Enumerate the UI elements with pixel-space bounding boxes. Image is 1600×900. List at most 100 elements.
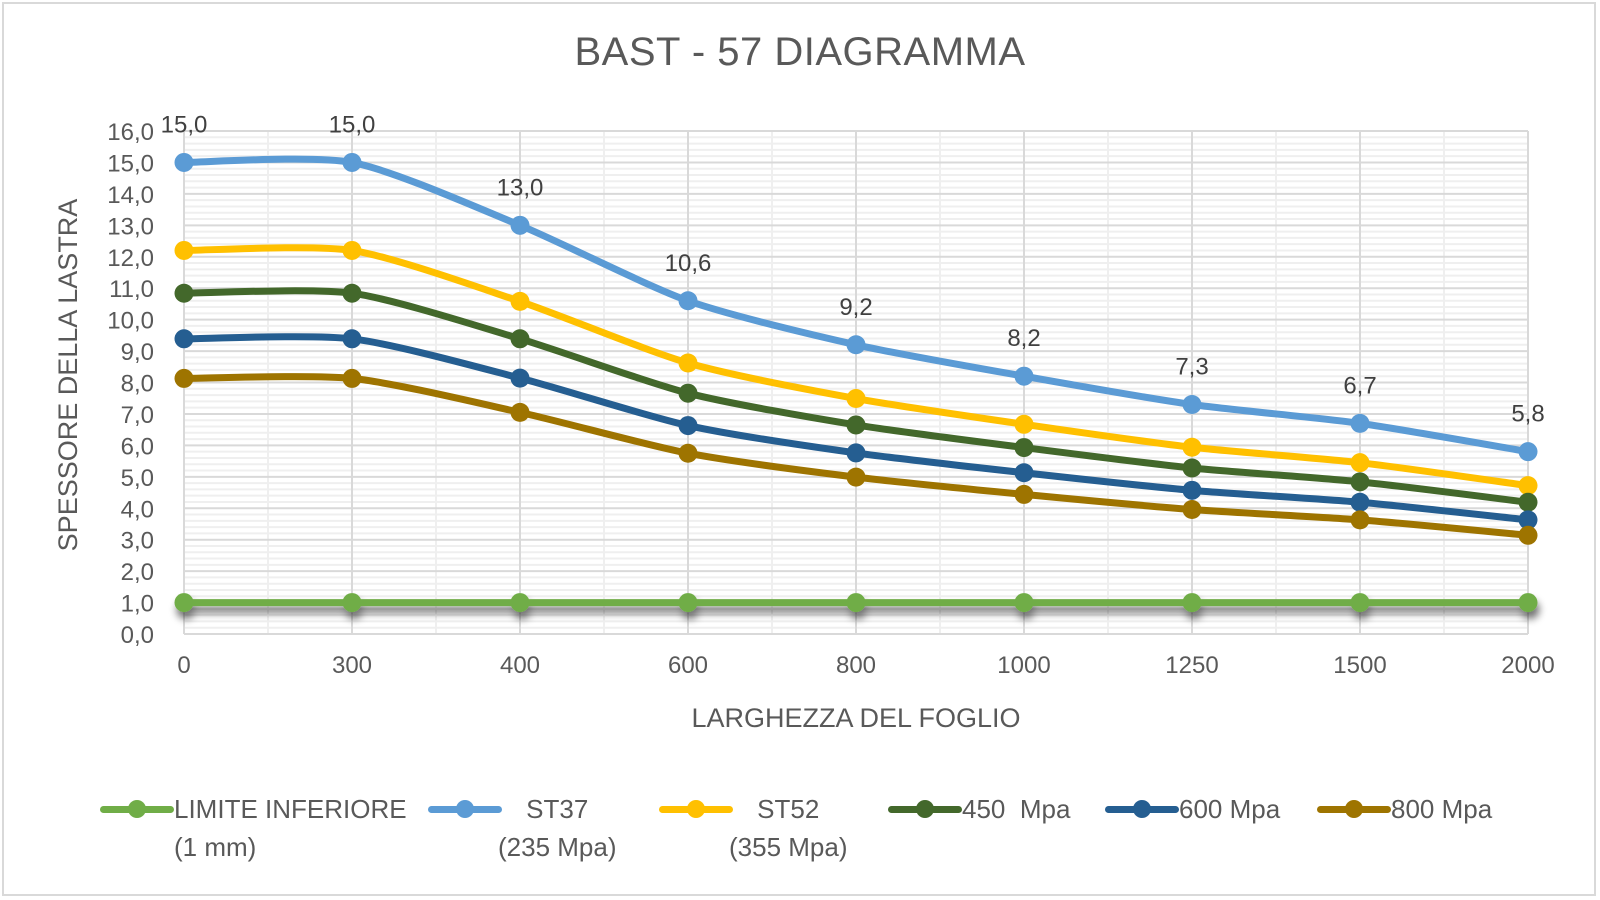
data-point [1014,593,1034,613]
data-point [678,593,698,613]
data-point [1014,484,1034,504]
y-tick-label: 10,0 [107,308,154,335]
legend-sublabel: (1 mm) [174,832,257,862]
x-axis-title: LARGHEZZA DEL FOGLIO [691,703,1020,733]
legend-marker-icon [659,790,733,826]
legend-sublabel: (235 Mpa) [498,832,617,862]
y-tick-label: 11,0 [109,276,154,303]
data-point [1518,510,1538,530]
data-label: 10,6 [665,250,712,277]
series-3 [174,283,1538,512]
y-tick-label: 5,0 [121,465,154,492]
legend-item-limite-inferiore[interactable]: LIMITE INFERIORE (1 mm) [100,790,407,866]
y-tick-label: 2,0 [121,559,154,586]
data-label: 5,8 [1511,401,1544,428]
data-label: 15,0 [161,111,208,138]
data-point [1182,480,1202,500]
data-point [846,415,866,435]
y-tick-label: 7,0 [121,402,154,429]
data-point [174,368,194,388]
data-point [510,329,530,349]
y-tick-label: 14,0 [107,182,154,209]
series-0 [174,593,1538,613]
data-point [1014,366,1034,386]
y-tick-label: 3,0 [121,528,154,555]
series-2 [174,240,1538,496]
y-tick-label: 16,0 [107,119,154,146]
legend-item-450-mpa[interactable]: 450 Mpa [888,790,1070,828]
data-point [342,368,362,388]
data-point [1518,525,1538,545]
y-tick-label: 1,0 [121,591,154,618]
data-point [174,283,194,303]
y-tick-label: 9,0 [121,339,154,366]
data-point [510,368,530,388]
data-point [678,353,698,373]
series-4 [174,329,1538,530]
data-point [678,443,698,463]
legend-label: ST37 [526,794,589,824]
data-point [510,291,530,311]
legend-sublabel: (355 Mpa) [729,832,848,862]
x-tick-label: 1500 [1333,652,1386,679]
legend-marker-icon [1105,790,1179,826]
data-label: 9,2 [839,294,872,321]
y-tick-label: 6,0 [121,433,154,460]
data-point [1014,414,1034,434]
data-point [174,329,194,349]
data-point [1350,593,1370,613]
data-point [678,383,698,403]
legend-item-600-mpa[interactable]: 600 Mpa [1105,790,1280,828]
y-tick-label: 15,0 [107,150,154,177]
data-point [342,283,362,303]
data-point [1518,492,1538,512]
x-tick-label: 0 [177,652,190,679]
data-point [174,152,194,172]
legend-label: 800 Mpa [1391,794,1493,824]
legend-label: ST52 [757,794,820,824]
data-point [342,329,362,349]
data-point [1518,593,1538,613]
legend-marker-icon [428,790,502,826]
y-tick-label: 4,0 [121,496,154,523]
data-point [1518,442,1538,462]
data-point [510,593,530,613]
y-tick-label: 13,0 [107,213,154,240]
y-tick-label: 0,0 [121,622,154,649]
y-axis-ticks: 0,0 1,0 2,0 3,0 4,0 5,0 6,0 7,0 8,0 9,0 10,0 11,0 12… [107,119,154,649]
legend-item-st37[interactable]: ST37 (235 Mpa) [428,790,617,866]
legend-item-800-mpa[interactable]: 800 Mpa [1317,790,1492,828]
data-point [174,240,194,260]
x-tick-label: 2000 [1501,652,1554,679]
series-5 [174,368,1538,545]
legend: LIMITE INFERIORE (1 mm) ST37 (235 Mpa) ST5… [0,790,1600,880]
data-point [1518,476,1538,496]
legend-item-st52[interactable]: ST52 (355 Mpa) [659,790,848,866]
data-point [1182,500,1202,520]
data-point [1014,438,1034,458]
x-tick-label: 300 [332,652,372,679]
data-point [846,335,866,355]
data-point [510,215,530,235]
y-tick-label: 8,0 [121,371,154,398]
data-point [1182,593,1202,613]
data-point [1350,413,1370,433]
data-point [1182,437,1202,457]
data-point [342,593,362,613]
data-point [1350,492,1370,512]
data-point [342,240,362,260]
data-point [846,443,866,463]
data-label: 13,0 [497,174,544,201]
legend-marker-icon [888,790,962,826]
x-axis-ticks: 0 300 400 600 800 1000 1250 1500 2000 [177,652,1554,679]
legend-marker-icon [1317,790,1391,826]
data-label: 6,7 [1343,372,1376,399]
data-labels: 15,0 15,0 13,0 10,6 9,2 8,2 7,3 6,7 5,8 [161,111,1545,427]
chart-title: BAST - 57 DIAGRAMMA [574,30,1026,74]
y-axis-title: SPESSORE DELLA LASTRA [53,199,83,552]
x-tick-label: 400 [500,652,540,679]
data-point [1182,395,1202,415]
data-label: 8,2 [1007,325,1040,352]
x-tick-label: 800 [836,652,876,679]
